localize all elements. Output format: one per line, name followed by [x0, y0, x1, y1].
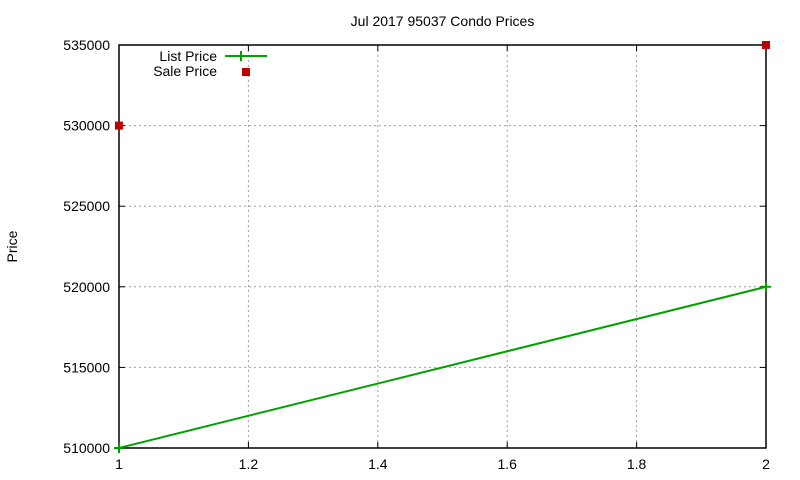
- x-tick-label: 1.4: [368, 456, 388, 472]
- chart-title: Jul 2017 95037 Condo Prices: [351, 13, 535, 29]
- list-price-marker: [114, 443, 124, 453]
- list-price-line: [118, 285, 767, 449]
- y-tick-label: 515000: [63, 359, 110, 375]
- x-tick-label: 2: [762, 456, 770, 472]
- y-tick-label: 530000: [63, 118, 110, 134]
- x-tick-label: 1: [115, 456, 123, 472]
- sale-price-marker: [115, 121, 123, 130]
- y-axis-label: Price: [4, 230, 20, 262]
- y-tick-label: 535000: [63, 37, 110, 53]
- sale-price-marker: [762, 41, 770, 49]
- legend-marker-sale-price: [242, 68, 250, 76]
- x-tick-label: 1.6: [497, 456, 517, 472]
- legend-label-list-price: List Price: [159, 48, 217, 64]
- y-tick-label: 520000: [63, 279, 110, 295]
- y-tick-label: 525000: [63, 198, 110, 214]
- y-tick-label: 510000: [63, 440, 110, 456]
- x-tick-label: 1.2: [239, 456, 259, 472]
- list-price-marker: [761, 281, 771, 292]
- x-tick-label: 1.8: [627, 456, 647, 472]
- legend-label-sale-price: Sale Price: [153, 63, 217, 79]
- plot-frame: [118, 44, 767, 449]
